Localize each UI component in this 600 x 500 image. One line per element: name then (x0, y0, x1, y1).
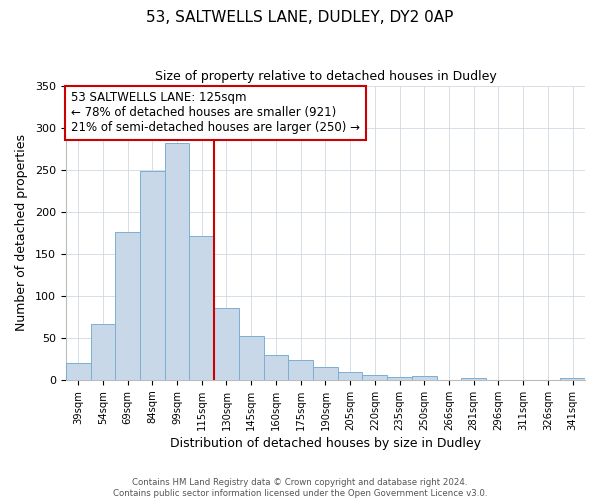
Bar (263, 354, 289, 380)
Bar (66, 363, 91, 380)
Bar (239, 336, 263, 380)
Bar (214, 308, 239, 380)
Bar (313, 368, 338, 380)
Bar (140, 170, 164, 380)
Bar (115, 232, 140, 380)
Bar (412, 376, 437, 380)
Text: 53 SALTWELLS LANE: 125sqm
← 78% of detached houses are smaller (921)
21% of semi: 53 SALTWELLS LANE: 125sqm ← 78% of detac… (71, 92, 360, 134)
Title: Size of property relative to detached houses in Dudley: Size of property relative to detached ho… (155, 70, 496, 83)
X-axis label: Distribution of detached houses by size in Dudley: Distribution of detached houses by size … (170, 437, 481, 450)
Bar (387, 378, 412, 380)
Bar (338, 372, 362, 380)
Y-axis label: Number of detached properties: Number of detached properties (15, 134, 28, 332)
Bar (91, 324, 115, 380)
Text: 53, SALTWELLS LANE, DUDLEY, DY2 0AP: 53, SALTWELLS LANE, DUDLEY, DY2 0AP (146, 10, 454, 25)
Bar (461, 378, 486, 380)
Bar (362, 375, 387, 380)
Bar (190, 236, 214, 380)
Bar (164, 143, 190, 380)
Bar (560, 378, 585, 380)
Text: Contains HM Land Registry data © Crown copyright and database right 2024.
Contai: Contains HM Land Registry data © Crown c… (113, 478, 487, 498)
Bar (289, 360, 313, 380)
